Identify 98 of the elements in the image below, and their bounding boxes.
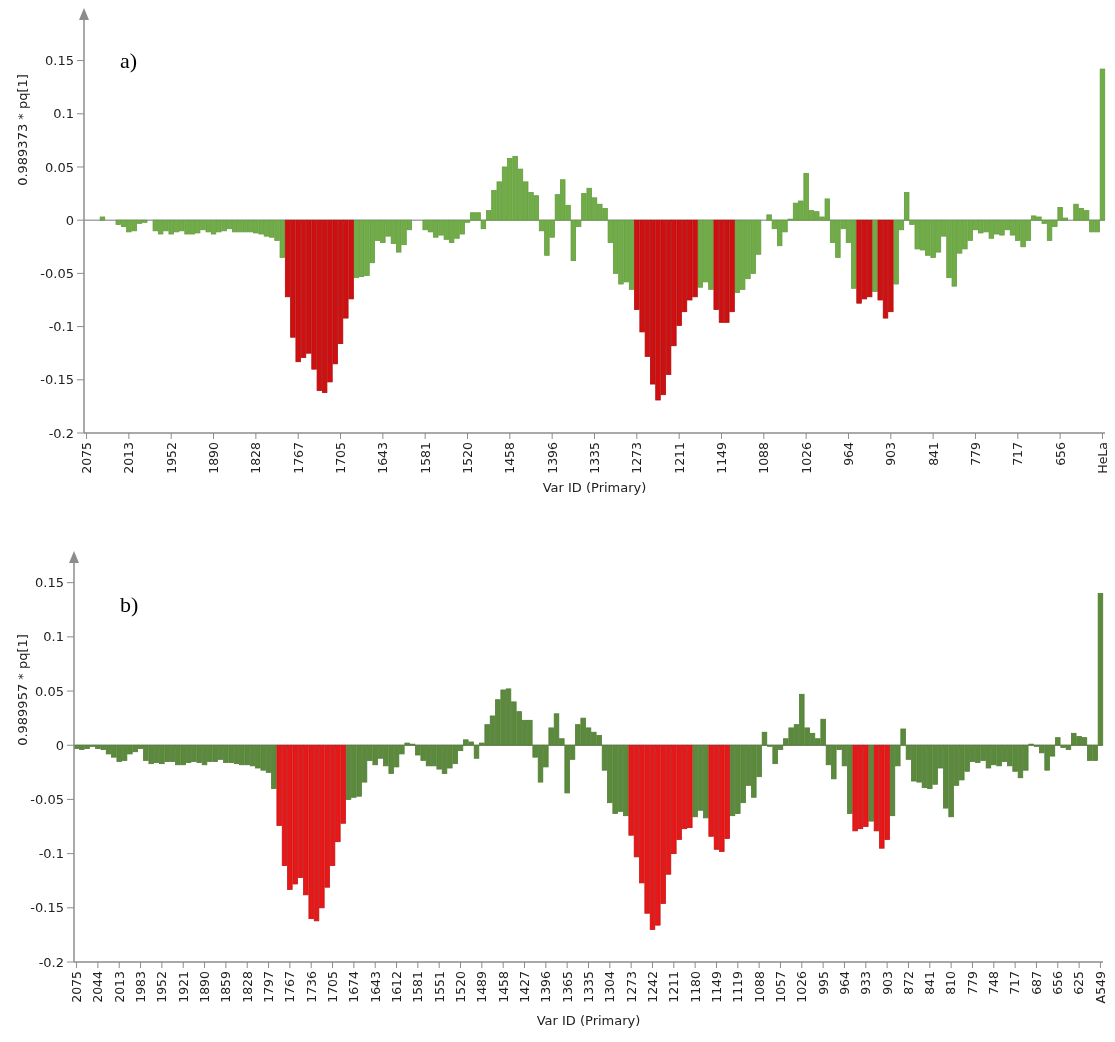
x-tick-label: 1828 — [248, 441, 264, 474]
x-tick-label: 933 — [858, 971, 874, 995]
x-tick-label: 1458 — [495, 970, 511, 1003]
x-tick-label: 1520 — [459, 441, 475, 474]
x-tick-label: 1828 — [239, 970, 255, 1003]
x-tick-label: 1088 — [756, 441, 772, 474]
x-tick-label: 1057 — [772, 971, 788, 1003]
x-tick-label: 717 — [1007, 971, 1023, 995]
x-tick-label: 1520 — [452, 970, 468, 1003]
y-tick-label: -0.2 — [38, 954, 64, 970]
x-tick-label: 995 — [815, 971, 831, 995]
x-tick-label: 1335 — [580, 971, 596, 1003]
x-tick-label: 1859 — [218, 970, 234, 1003]
x-tick-label: 1643 — [375, 442, 391, 474]
y-tick-label: 0.05 — [45, 159, 74, 175]
x-tick-label: 2013 — [121, 442, 137, 474]
x-tick-label: 1149 — [708, 970, 724, 1003]
x-tick-label: 1026 — [794, 970, 810, 1003]
x-tick-label: 872 — [900, 971, 916, 995]
y-tick-label: -0.15 — [40, 372, 74, 388]
x-tick-label: 1952 — [163, 442, 179, 474]
x-tick-label: 1304 — [602, 970, 618, 1003]
x-tick-label: 1612 — [388, 971, 404, 1003]
x-tick-label: 1890 — [196, 970, 212, 1003]
y-tick-label: -0.05 — [40, 265, 74, 281]
x-tick-label: 748 — [986, 970, 1002, 995]
y-axis-title: 0.989957 * pq[1] — [14, 634, 30, 746]
x-tick-label: 964 — [840, 441, 856, 466]
bar — [868, 744, 874, 822]
x-tick-label: 1119 — [730, 970, 746, 1003]
y-tick-label: 0.1 — [43, 629, 64, 645]
x-tick-label: 1551 — [431, 971, 447, 1003]
x-tick-label: 779 — [967, 441, 983, 466]
x-tick-label: 1458 — [502, 441, 518, 474]
x-tick-label: 964 — [836, 970, 852, 995]
x-tick-label: 1952 — [154, 971, 170, 1003]
x-tick-label: 903 — [879, 971, 895, 995]
x-tick-label: 1797 — [260, 971, 276, 1003]
x-tick-label: 717 — [1010, 442, 1026, 466]
x-tick-label: 656 — [1052, 441, 1068, 466]
y-tick-label: 0.1 — [53, 106, 74, 122]
x-tick-label: 1365 — [559, 971, 575, 1003]
y-axis-title: 0.989373 * pq[1] — [14, 74, 30, 186]
x-tick-label: 1767 — [290, 442, 306, 474]
y-tick-label: -0.15 — [30, 900, 64, 916]
x-tick-label: 1396 — [538, 970, 554, 1003]
bar — [99, 216, 106, 221]
x-axis-title: Var ID (Primary) — [542, 480, 647, 495]
x-tick-label: 1581 — [417, 442, 433, 474]
x-tick-label: 903 — [883, 442, 899, 466]
x-tick-label: A549 — [1092, 970, 1108, 1004]
x-tick-label: 2013 — [111, 971, 127, 1003]
x-tick-label: 779 — [964, 970, 980, 995]
x-axis-title: Var ID (Primary) — [536, 1013, 641, 1028]
x-tick-label: 2075 — [78, 442, 94, 474]
x-tick-label: 656 — [1050, 970, 1066, 995]
x-tick-label: 687 — [1028, 971, 1044, 995]
x-tick-label: 1396 — [544, 441, 560, 474]
y-tick-label: -0.1 — [48, 319, 74, 335]
x-tick-label: 1211 — [671, 442, 687, 474]
y-tick-label: 0.15 — [45, 53, 74, 69]
x-tick-label: 1427 — [516, 971, 532, 1003]
y-tick-label: 0 — [55, 737, 64, 753]
x-tick-label: HeLa — [1094, 442, 1110, 474]
x-tick-label: 1705 — [324, 971, 340, 1003]
x-tick-label: 1273 — [623, 971, 639, 1003]
x-tick-label: 1705 — [332, 442, 348, 474]
annotation: b) — [120, 592, 139, 617]
x-tick-label: 1335 — [586, 442, 602, 474]
x-tick-label: 1983 — [132, 971, 148, 1003]
x-tick-label: 1149 — [713, 441, 729, 474]
x-tick-label: 625 — [1071, 971, 1087, 995]
x-tick-label: 1674 — [346, 970, 362, 1003]
x-tick-label: 1643 — [367, 971, 383, 1003]
x-tick-label: 810 — [943, 970, 959, 995]
y-tick-label: 0 — [65, 212, 74, 228]
x-tick-label: 1026 — [798, 441, 814, 474]
annotation: a) — [120, 48, 138, 73]
x-tick-label: 1088 — [751, 970, 767, 1003]
x-tick-label: 1180 — [687, 970, 703, 1003]
x-tick-label: 1736 — [303, 970, 319, 1003]
x-tick-label: 1211 — [666, 971, 682, 1003]
x-tick-label: 2044 — [90, 970, 106, 1003]
y-tick-label: 0.15 — [35, 575, 64, 591]
y-tick-label: -0.05 — [30, 791, 64, 807]
y-tick-label: -0.2 — [48, 425, 74, 441]
y-tick-label: -0.1 — [38, 846, 64, 862]
x-tick-label: 1489 — [474, 970, 490, 1003]
x-tick-label: 1273 — [629, 442, 645, 474]
x-tick-label: 841 — [922, 971, 938, 995]
x-tick-label: 1921 — [175, 971, 191, 1003]
x-tick-label: 1767 — [282, 971, 298, 1003]
x-tick-label: 1242 — [644, 971, 660, 1003]
x-tick-label: 1890 — [205, 441, 221, 474]
x-tick-label: 2075 — [68, 971, 84, 1003]
y-tick-label: 0.05 — [35, 683, 64, 699]
x-tick-label: 841 — [925, 442, 941, 466]
x-tick-label: 1581 — [410, 971, 426, 1003]
